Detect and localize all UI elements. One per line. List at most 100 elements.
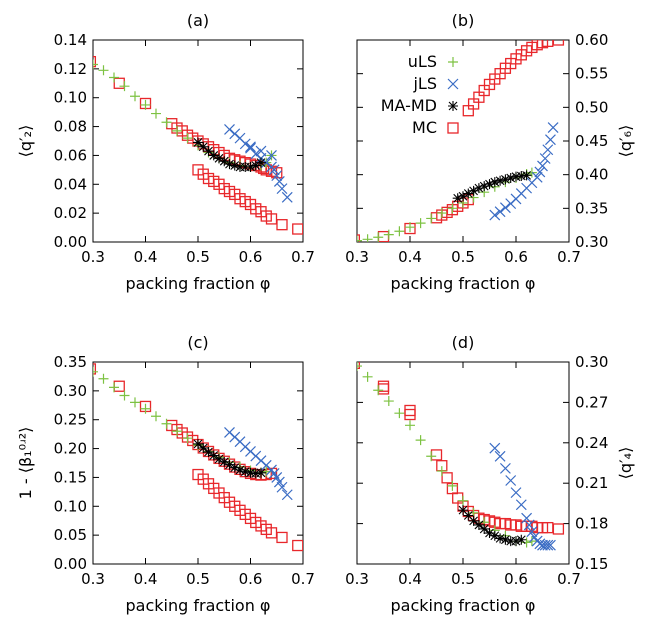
data-point (458, 505, 468, 516)
data-point (545, 134, 556, 146)
data-point (130, 397, 140, 408)
data-point (151, 411, 161, 422)
data-point (93, 366, 98, 377)
y-tick-label: 0.35 (575, 199, 608, 217)
panel-title: (d) (452, 333, 475, 352)
data-point (182, 133, 193, 144)
data-point (292, 539, 303, 552)
series-mc (357, 362, 565, 535)
data-point (447, 480, 458, 491)
data-point (542, 539, 554, 551)
series-mc (357, 40, 565, 242)
series-uls (93, 59, 277, 172)
y-tick-label: 0.08 (54, 118, 87, 136)
data-point (113, 77, 125, 89)
data-point (495, 175, 506, 186)
data-point (140, 403, 151, 414)
series-jls (489, 122, 559, 221)
data-point (458, 495, 468, 506)
data-point (224, 124, 235, 135)
data-point (484, 179, 495, 190)
data-point (98, 65, 109, 76)
data-point (151, 108, 161, 119)
data-point (479, 181, 490, 192)
data-point (93, 59, 98, 70)
data-point (552, 523, 565, 535)
series-ma-md (452, 170, 532, 204)
data-point (531, 171, 543, 183)
data-point (473, 519, 484, 530)
y-tick-label: 0.10 (54, 497, 87, 515)
data-point (276, 183, 288, 195)
data-point (484, 528, 495, 539)
y-axis-label: ⟨q′₆⟩ (616, 125, 635, 158)
y-tick-label: 0.21 (575, 474, 608, 492)
data-point (119, 390, 130, 401)
x-axis-label: packing fraction φ (391, 274, 536, 293)
data-point (523, 519, 535, 531)
data-point (430, 449, 443, 461)
y-tick-label: 0.06 (54, 146, 87, 164)
y-tick-label: 0.04 (54, 175, 87, 193)
x-tick-label: 0.3 (81, 248, 105, 266)
legend-marker (447, 122, 459, 134)
data-point (245, 141, 256, 153)
x-tick-label: 0.4 (134, 248, 158, 266)
panel-title: (c) (187, 333, 208, 352)
x-axis-label: packing fraction φ (126, 596, 271, 615)
data-point (208, 150, 219, 161)
y-tick-label: 0.55 (575, 65, 608, 83)
data-point (495, 533, 506, 544)
data-point (240, 466, 251, 477)
data-point (161, 117, 172, 128)
data-point (377, 383, 390, 395)
x-tick-label: 0.7 (291, 248, 315, 266)
data-point (452, 193, 463, 204)
data-point (224, 459, 235, 470)
x-tick-label: 0.7 (557, 570, 581, 588)
data-point (281, 191, 293, 203)
data-point (468, 185, 479, 196)
data-point (362, 234, 373, 242)
data-point (505, 536, 516, 547)
legend: uLS jLS MA-MD MC (381, 52, 459, 137)
legend-marker (448, 101, 458, 111)
data-point (235, 464, 245, 475)
data-point (537, 160, 548, 172)
data-point (240, 161, 251, 172)
data-point (526, 536, 537, 547)
data-point (239, 138, 251, 150)
data-point (245, 161, 256, 172)
data-point (245, 467, 256, 478)
chart-panel-a: 0.3 0.4 0.5 0.6 0.7 0.00 0.02 0.04 0.06 0.08 0.10 0… (16, 11, 315, 293)
data-point (235, 161, 245, 172)
data-point (357, 362, 361, 369)
data-point (511, 171, 521, 182)
data-point (193, 137, 203, 148)
data-point (373, 232, 384, 242)
data-point (93, 55, 97, 68)
data-points (357, 362, 565, 551)
x-tick-label: 0.4 (398, 570, 422, 588)
y-tick-label: 0.05 (54, 526, 87, 544)
data-point (224, 159, 235, 170)
data-point (130, 91, 140, 102)
data-point (119, 81, 130, 92)
data-point (473, 183, 484, 194)
data-point (539, 539, 551, 551)
data-point (271, 170, 283, 182)
data-point (161, 418, 172, 429)
data-point (479, 523, 490, 534)
x-tick-label: 0.6 (239, 248, 263, 266)
data-point (219, 456, 230, 467)
data-point (552, 40, 565, 46)
series-mc (93, 363, 303, 552)
data-point (404, 408, 416, 421)
data-point (182, 433, 193, 444)
series-uls (93, 366, 272, 478)
x-tick-label: 0.7 (557, 248, 581, 266)
y-axis-label: 1 - ⟨β₁⁰ʴ²⟩ (16, 427, 35, 500)
data-point (463, 188, 474, 199)
data-point (281, 489, 293, 501)
data-point (415, 218, 426, 229)
